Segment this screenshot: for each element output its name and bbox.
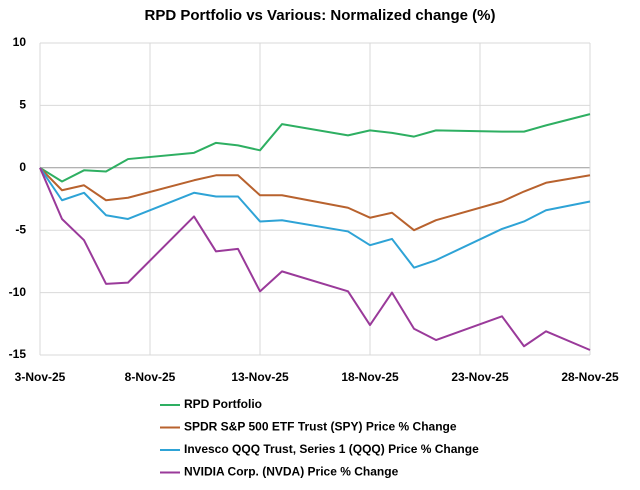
chart-title: RPD Portfolio vs Various: Normalized cha… [145, 7, 496, 24]
y-tick-label: -15 [9, 347, 27, 361]
x-tick-label: 18-Nov-25 [341, 370, 399, 384]
series-line [39, 113, 591, 183]
x-tick-label: 3-Nov-25 [15, 370, 66, 384]
x-tick-label: 23-Nov-25 [451, 370, 509, 384]
x-tick-label: 13-Nov-25 [231, 370, 289, 384]
legend-label: Invesco QQQ Trust, Series 1 (QQQ) Price … [184, 442, 479, 456]
y-tick-label: 5 [19, 98, 26, 112]
y-tick-label: 10 [13, 35, 27, 49]
x-tick-label: 8-Nov-25 [125, 370, 176, 384]
y-tick-label: 0 [19, 160, 26, 174]
series-line [39, 167, 591, 232]
y-tick-label: -10 [9, 285, 27, 299]
legend-label: NVIDIA Corp. (NVDA) Price % Change [184, 465, 399, 479]
y-tick-label: -5 [15, 222, 26, 236]
x-tick-label: 28-Nov-25 [561, 370, 619, 384]
series-line [39, 167, 591, 269]
legend-label: RPD Portfolio [184, 397, 262, 411]
legend-label: SPDR S&P 500 ETF Trust (SPY) Price % Cha… [184, 420, 457, 434]
series-line [39, 167, 591, 351]
